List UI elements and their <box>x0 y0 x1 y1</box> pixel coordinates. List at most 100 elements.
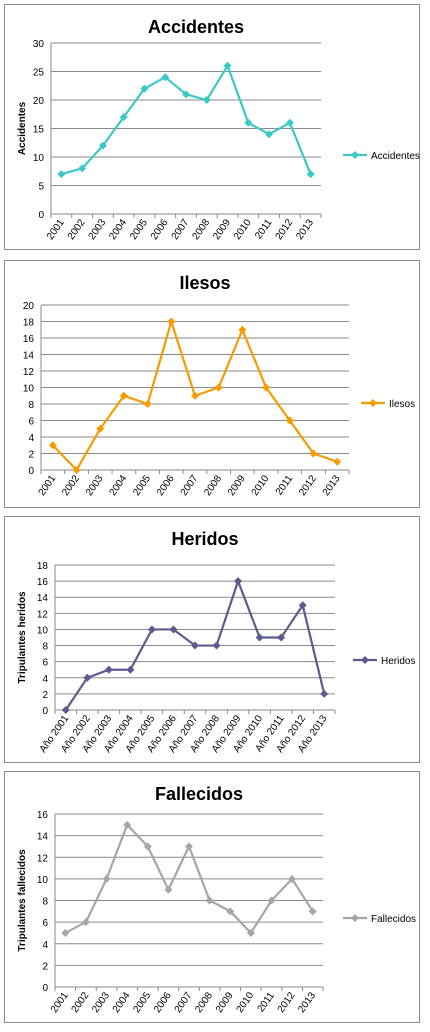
y-axis-label: Tripulantes fallecidos <box>17 849 28 952</box>
y-tick-label: 16 <box>23 334 35 345</box>
y-tick-label: 2 <box>42 690 48 701</box>
data-point <box>277 633 286 642</box>
x-tick-label: 2010 <box>235 990 257 1015</box>
data-point <box>191 391 199 400</box>
y-tick-label: 8 <box>28 400 34 411</box>
y-tick-label: 8 <box>42 642 48 653</box>
y-tick-label: 4 <box>42 940 48 951</box>
data-point <box>262 383 271 392</box>
data-point <box>57 170 66 179</box>
legend-label: Accidentes <box>371 151 420 162</box>
x-tick-label: 2007 <box>179 473 201 498</box>
data-point <box>246 928 255 937</box>
data-point <box>255 633 264 642</box>
y-tick-label: 10 <box>23 384 35 395</box>
y-axis-label: Tripulantes heridos <box>17 591 28 684</box>
data-point <box>182 90 190 99</box>
chart-panel-heridos: Heridos 0 2 4 6 8 10 12 14 16 18 Año 2001 Año 2002 Añ… <box>4 516 420 763</box>
x-tick-label: 2010 <box>250 473 272 498</box>
chart-panel-ilesos: Ilesos 0 2 4 6 8 10 12 14 16 18 20 2001 2002 2003 2004 2… <box>4 260 420 508</box>
y-tick-label: 30 <box>33 39 45 50</box>
x-tick-label: 2002 <box>60 473 82 498</box>
x-tick-label: 2004 <box>107 217 129 242</box>
x-tick-label: 2009 <box>211 217 233 242</box>
chart-panel-accidentes: Accidentes 0 5 10 15 20 25 30 2001 2002 2003 2004 20… <box>4 4 420 250</box>
data-point <box>169 625 178 634</box>
x-tick-label: 2002 <box>70 990 92 1015</box>
data-point <box>98 141 107 150</box>
x-tick-label: 2005 <box>131 990 153 1015</box>
x-tick-label: 2012 <box>276 990 298 1015</box>
y-tick-label: 10 <box>37 625 49 636</box>
data-point <box>143 842 152 851</box>
data-point <box>140 84 149 93</box>
x-tick-label: 2008 <box>202 473 224 498</box>
data-point <box>288 874 297 883</box>
x-tick-label: 2011 <box>256 990 278 1014</box>
x-tick-label: 2007 <box>173 990 195 1015</box>
y-tick-label: 4 <box>28 433 34 444</box>
data-point <box>61 928 70 937</box>
y-tick-label: 10 <box>33 153 45 164</box>
x-tick-label: 2013 <box>294 217 316 242</box>
data-point <box>123 820 132 829</box>
y-tick-label: 12 <box>23 367 35 378</box>
data-point <box>267 896 276 905</box>
data-point <box>320 689 329 698</box>
x-tick-label: 2010 <box>232 217 254 242</box>
legend-marker <box>361 656 369 664</box>
y-tick-label: 0 <box>28 466 34 477</box>
y-tick-label: 14 <box>23 351 35 362</box>
data-point <box>238 325 247 334</box>
y-tick-label: 6 <box>42 658 48 669</box>
x-tick-label: 2006 <box>152 990 174 1015</box>
y-tick-label: 18 <box>23 318 35 329</box>
y-tick-label: 14 <box>37 593 49 604</box>
data-point <box>205 896 214 905</box>
y-tick-label: 20 <box>33 96 45 107</box>
chart-title: Accidentes <box>148 17 244 37</box>
data-point <box>298 601 307 610</box>
y-tick-label: 12 <box>37 609 49 620</box>
data-point <box>234 577 243 586</box>
chart-panel-fallecidos: Fallecidos 0 2 4 6 8 10 12 14 16 2001 2002 2003 2004 2… <box>4 771 420 1023</box>
x-tick-label: 2008 <box>193 990 215 1015</box>
x-tick-label: 2009 <box>214 990 236 1015</box>
data-point <box>202 96 211 104</box>
x-tick-label: 2012 <box>274 217 296 242</box>
y-tick-label: 5 <box>38 182 44 193</box>
x-tick-label: 2004 <box>111 990 133 1015</box>
y-tick-label: 8 <box>42 897 48 908</box>
x-tick-label: 2008 <box>190 217 212 242</box>
x-tick-label: 2006 <box>155 473 177 498</box>
x-tick-label: 2006 <box>149 217 171 242</box>
x-tick-label: 2003 <box>90 990 112 1015</box>
data-point <box>147 625 156 634</box>
legend-marker <box>369 399 377 407</box>
x-tick-label: 2001 <box>49 990 71 1015</box>
y-tick-label: 18 <box>37 561 49 572</box>
x-tick-label: 2009 <box>226 473 248 498</box>
y-tick-label: 0 <box>38 210 44 221</box>
x-tick-label: 2005 <box>131 473 153 498</box>
data-point <box>83 673 92 682</box>
data-point <box>102 874 111 883</box>
x-tick-label: 2001 <box>45 217 67 242</box>
y-tick-label: 20 <box>23 301 35 312</box>
x-tick-label: 2011 <box>253 217 275 241</box>
x-tick-label: 2003 <box>84 473 106 498</box>
x-tick-label: 2001 <box>37 473 59 498</box>
legend-label: Ilesos <box>389 399 415 410</box>
data-point <box>226 907 235 916</box>
data-point <box>161 73 170 82</box>
data-point <box>78 164 87 173</box>
chart-accidentes: Accidentes051015202530200120022003200420… <box>17 17 420 242</box>
data-point <box>223 61 232 70</box>
chart-fallecidos: Fallecidos024681012141620012002200320042… <box>17 784 416 1015</box>
data-point <box>185 842 193 851</box>
y-tick-label: 15 <box>33 125 45 136</box>
data-point <box>72 466 81 474</box>
y-tick-label: 2 <box>42 961 48 972</box>
